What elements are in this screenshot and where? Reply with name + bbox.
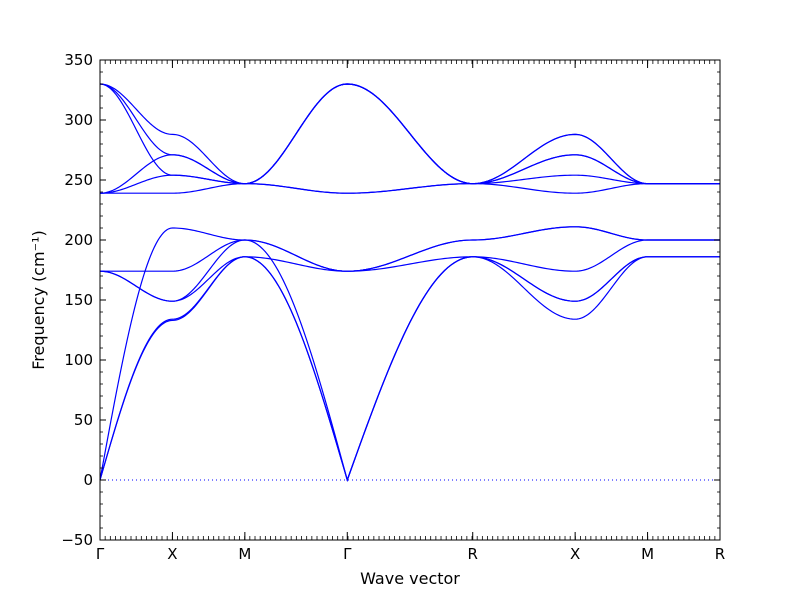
- y-tick-label: −50: [61, 531, 93, 549]
- x-tick-label: R: [715, 545, 725, 563]
- band-line-12: [99, 83, 720, 194]
- y-axis: −50 0 50 100 150 200 250 300 350: [61, 51, 720, 549]
- x-tick-label: Γ: [96, 545, 105, 563]
- y-tick-label: 250: [64, 171, 93, 189]
- y-tick-label: 100: [64, 351, 93, 369]
- band-line-4: [99, 239, 720, 302]
- y-axis-label: Frequency (cm⁻¹): [29, 230, 48, 369]
- plot-area: [100, 60, 720, 540]
- x-tick-label: R: [468, 545, 478, 563]
- y-tick-label: 150: [64, 291, 93, 309]
- band-lines: [99, 83, 720, 483]
- x-tick-label: M: [238, 545, 251, 563]
- x-tick-label: Γ: [343, 545, 352, 563]
- x-axis-label: Wave vector: [360, 569, 460, 588]
- y-tick-label: 200: [64, 231, 93, 249]
- x-tick-label: M: [641, 545, 654, 563]
- y-tick-label: 300: [64, 111, 93, 129]
- y-tick-label: 350: [64, 51, 93, 69]
- y-tick-label: 50: [74, 411, 93, 429]
- y-tick-label: 0: [83, 471, 93, 489]
- band-line-11: [99, 83, 720, 185]
- x-tick-label: X: [570, 545, 580, 563]
- plot-background: [100, 60, 720, 540]
- band-line-3: [99, 227, 720, 483]
- x-tick-label: X: [167, 545, 177, 563]
- band-line-6: [100, 226, 720, 272]
